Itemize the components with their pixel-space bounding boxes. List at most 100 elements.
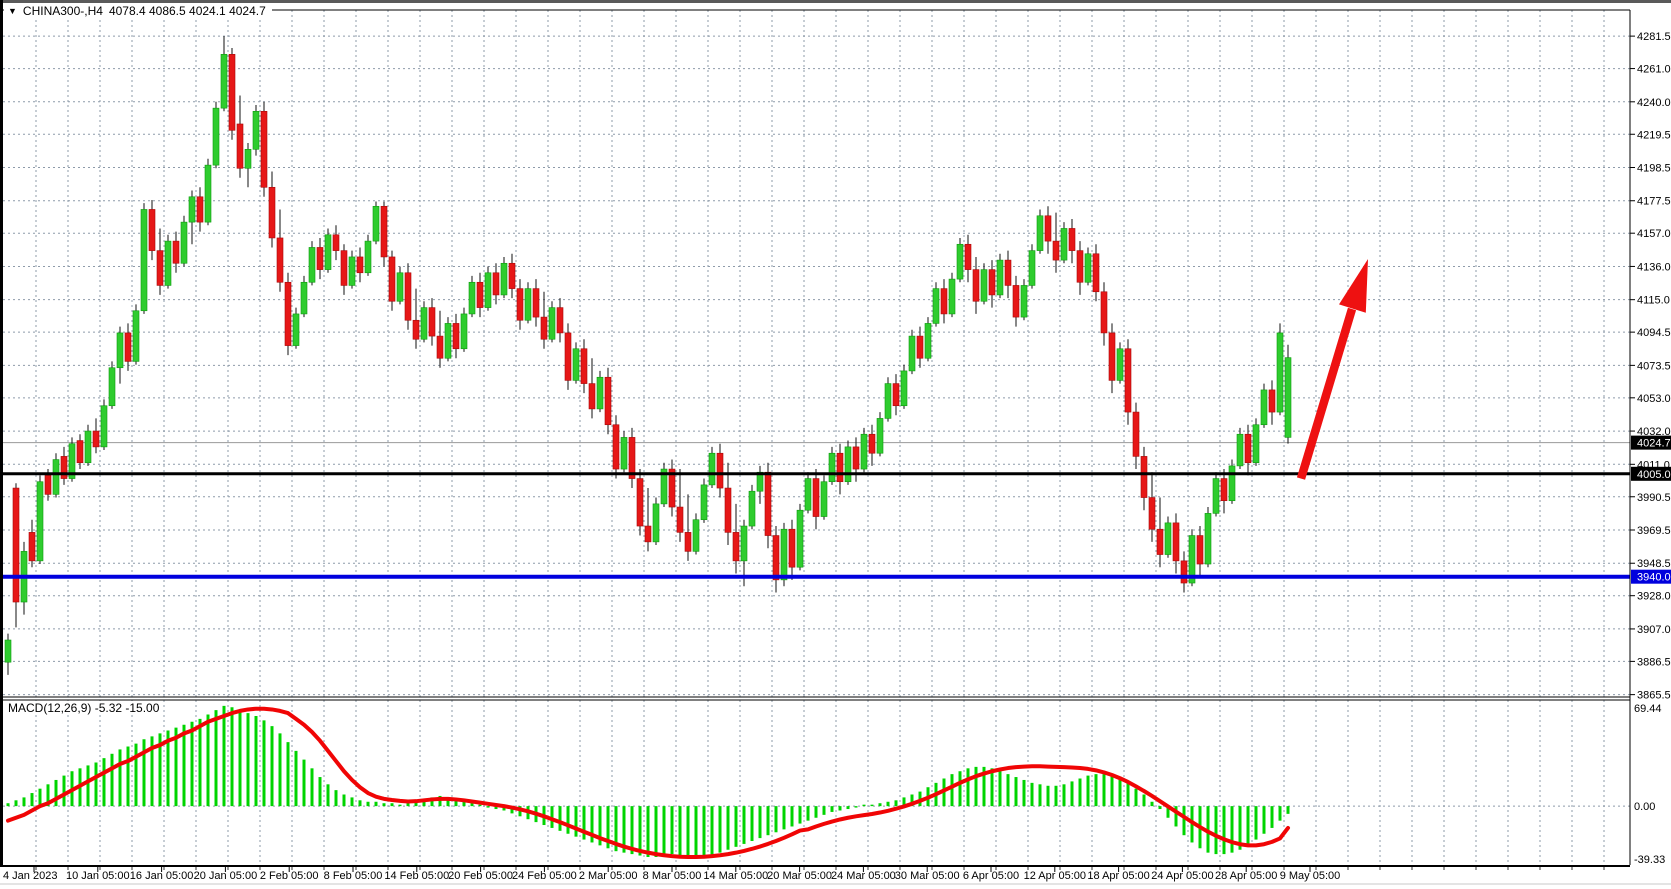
panel-bottom-border: [0, 865, 1630, 867]
bear-candle: [1044, 215, 1052, 242]
bear-candle: [628, 437, 636, 479]
time-tick-label: 16 Jan 05:00: [130, 870, 194, 882]
chevron-down-icon[interactable]: ▼: [8, 5, 17, 16]
time-tick-label: 6 Apr 05:00: [963, 870, 1019, 882]
time-tick-label: 20 Jan 05:00: [194, 870, 258, 882]
bear-candle: [1012, 285, 1020, 318]
bear-candle: [716, 452, 724, 489]
bear-candle: [44, 475, 52, 495]
bull-candle: [524, 288, 532, 321]
time-tick-label: 2 Feb 05:00: [260, 870, 319, 882]
bear-candle: [516, 288, 524, 321]
bull-candle: [188, 196, 196, 223]
bull-candle: [68, 443, 76, 479]
time-tick-label: 14 Mar 05:00: [703, 870, 768, 882]
bear-candle: [916, 335, 924, 359]
bull-candle: [548, 307, 556, 340]
bull-candle: [372, 205, 380, 242]
bear-candle: [836, 452, 844, 483]
arrow-shaft: [1296, 307, 1357, 480]
bear-candle: [1068, 228, 1076, 251]
macd-tick-label: 0.00: [1634, 801, 1655, 813]
ohlc-values-label: 4078.4 4086.5 4024.1 4024.7: [108, 4, 266, 18]
bull-candle: [820, 481, 828, 517]
bull-candle: [996, 259, 1004, 296]
bull-candle: [748, 490, 756, 527]
bear-candle: [972, 269, 980, 302]
macd-axis[interactable]: 69.44 0.00 -39.33: [1634, 703, 1665, 866]
bear-candle: [588, 383, 596, 410]
price-tick-label: 4261.0: [1637, 64, 1671, 76]
macd-layer: [6, 705, 1290, 860]
bull-candle: [740, 525, 748, 562]
bull-candle: [460, 313, 468, 350]
time-tick-label: 20 Mar 05:00: [767, 870, 832, 882]
bear-candle: [1172, 522, 1180, 562]
bear-candle: [508, 262, 516, 289]
bull-candle: [596, 376, 604, 410]
price-tick-label: 4115.0: [1637, 295, 1670, 307]
bear-candle: [1220, 478, 1228, 502]
bull-candle: [572, 348, 580, 381]
price-badge-label: 4024.7: [1637, 438, 1671, 450]
bull-candle: [804, 478, 812, 511]
price-tick-label: 3907.0: [1637, 624, 1671, 636]
bear-candle: [1100, 291, 1108, 334]
bear-candle: [1108, 332, 1116, 381]
price-tick-label: 4281.5: [1637, 31, 1671, 43]
bear-candle: [788, 528, 796, 568]
bear-candle: [852, 446, 860, 470]
bull-candle: [1236, 433, 1244, 467]
bear-candle: [1124, 348, 1132, 413]
time-tick-label: 30 Mar 05:00: [895, 870, 960, 882]
bear-candle: [1156, 528, 1164, 555]
bull-candle: [860, 433, 868, 470]
window-top-edge: [0, 0, 1671, 3]
bull-candle: [1084, 253, 1092, 283]
bull-candle: [364, 240, 372, 274]
bear-candle: [668, 468, 676, 508]
bear-candle: [772, 535, 780, 581]
bear-candle: [812, 478, 820, 517]
bear-candle: [428, 307, 436, 337]
price-axis[interactable]: 4281.5 4261.0 4240.0 4219.5 4198.5 4177.5 4157…: [1630, 31, 1671, 702]
macd-tick-label: -39.33: [1634, 854, 1665, 866]
time-axis[interactable]: 4 Jan 2023 10 Jan 05:00 16 Jan 05:00 20 Jan…: [3, 867, 1605, 882]
price-tick-label: 4240.0: [1637, 97, 1671, 109]
arrow-head-icon: [1339, 259, 1368, 313]
bear-candle: [452, 323, 460, 350]
bull-candle: [1164, 522, 1172, 555]
bear-candle: [644, 525, 652, 543]
bear-candle: [196, 196, 204, 223]
time-tick-label: 12 Apr 05:00: [1024, 870, 1086, 882]
chart-left-border: [0, 0, 3, 866]
bull-candle: [308, 247, 316, 283]
price-tick-label: 4032.0: [1637, 426, 1671, 438]
price-badge: [1631, 466, 1671, 481]
bear-candle: [492, 272, 500, 296]
bull-candle: [844, 446, 852, 483]
time-tick-label: 14 Feb 05:00: [384, 870, 449, 882]
bear-candle: [676, 506, 684, 533]
bear-candle: [764, 471, 772, 536]
time-tick-label: 28 Apr 05:00: [1215, 870, 1277, 882]
bull-candle: [876, 418, 884, 454]
price-tick-label: 4073.5: [1637, 360, 1671, 372]
bull-candle: [204, 164, 212, 223]
bear-candle: [556, 307, 564, 334]
bull-candle: [180, 221, 188, 264]
bull-candle: [36, 481, 44, 562]
price-tick-label: 4094.5: [1637, 327, 1671, 339]
trend-arrow-annotation[interactable]: [1296, 259, 1368, 480]
price-tick-label: 4219.5: [1637, 129, 1671, 141]
bull-candle: [116, 332, 124, 369]
bull-candle: [692, 519, 700, 552]
time-tick-label: 24 Mar 05:00: [831, 870, 896, 882]
bear-candle: [356, 256, 364, 274]
time-tick-label: 9 May 05:00: [1280, 870, 1341, 882]
bear-candle: [260, 111, 268, 188]
bear-candle: [436, 335, 444, 359]
bear-candle: [60, 456, 68, 479]
